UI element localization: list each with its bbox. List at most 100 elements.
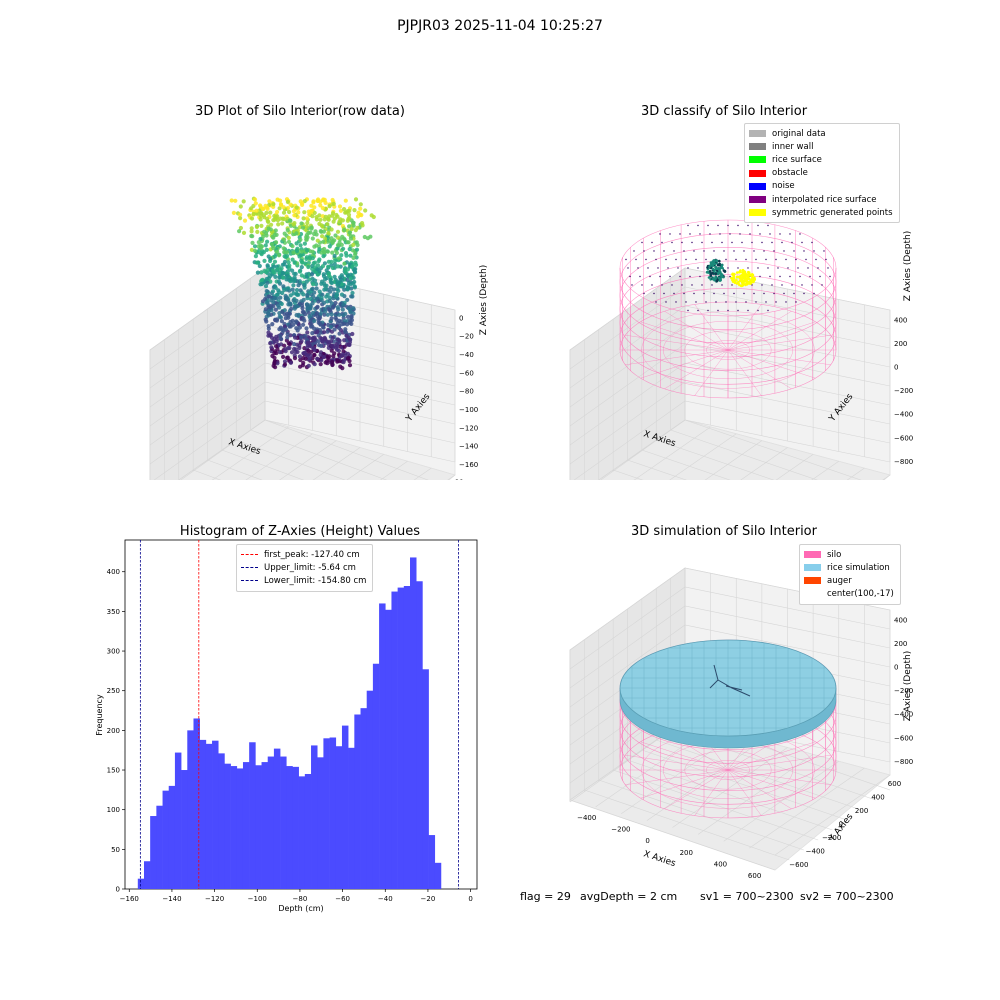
raw-data-point [335, 279, 340, 284]
interpolated-point [757, 309, 759, 312]
interpolated-point [791, 284, 793, 286]
interpolated-point [803, 250, 805, 252]
raw-data-point [329, 312, 334, 317]
raw-data-point [273, 365, 278, 370]
interpolated-point [743, 250, 745, 252]
raw-data-point [272, 259, 278, 264]
histogram-bar [181, 770, 188, 889]
histogram-bar [212, 740, 219, 889]
simulation-legend-item: silo [804, 548, 894, 561]
raw-data-point [332, 327, 337, 332]
raw-data-point [233, 198, 238, 203]
raw-data-point [286, 239, 292, 244]
histogram-legend-label: Lower_limit: -154.80 cm [264, 575, 367, 586]
raw-data-point [263, 317, 268, 322]
raw-data-point [295, 328, 300, 333]
rice-surface-point [709, 273, 713, 277]
rice-surface-point [705, 270, 709, 274]
y-tick-label: 250 [107, 687, 120, 695]
interpolated-point [799, 275, 801, 278]
raw-data-point [292, 356, 298, 361]
raw-data-point [335, 337, 341, 342]
y-tick-label: 50 [111, 846, 120, 854]
interpolated-point [725, 258, 727, 261]
raw-data-point [345, 240, 350, 245]
rice-surface-point [714, 272, 717, 276]
raw-data-point [332, 351, 337, 356]
raw-data-point [311, 282, 316, 287]
interpolated-point [739, 233, 741, 235]
raw-data-point [320, 264, 325, 269]
histogram-legend-item: Upper_limit: -5.64 cm [241, 561, 366, 574]
raw-data-point [272, 351, 277, 356]
raw-data-point [282, 262, 287, 267]
raw-data-point [304, 302, 310, 307]
simulation-ticks: −400−2000200400600−600−400−2000200400600… [577, 616, 913, 880]
raw-z-axis-label: Z Axies (Depth) [479, 265, 489, 336]
raw-data-point [321, 254, 326, 259]
raw-data-point [266, 311, 271, 316]
interpolated-point [677, 267, 679, 269]
raw-data-point [329, 343, 335, 348]
interpolated-point [675, 301, 677, 303]
raw-data-point [241, 230, 247, 235]
raw-data-point [314, 217, 319, 222]
histogram-bar [199, 739, 207, 889]
silo-floor-spoke [727, 349, 816, 379]
silo-floor-spoke [727, 754, 831, 771]
raw-data-point [312, 352, 317, 357]
grid-line [627, 759, 833, 831]
raw-data-point [300, 260, 305, 265]
grid-line [774, 774, 891, 856]
grid-line [641, 749, 847, 821]
raw-data-point [318, 229, 323, 234]
raw-data-point [259, 278, 264, 283]
raw-data-point [315, 329, 320, 334]
raw-data-point [319, 295, 324, 300]
interpolated-point [787, 267, 789, 269]
histogram-legend-line [241, 554, 258, 556]
classify-legend-swatch [749, 130, 766, 138]
raw-data-point [347, 358, 352, 364]
raw-scatter-points [229, 196, 376, 371]
classify-legend-item: interpolated rice surface [749, 193, 893, 206]
raw-data-point [262, 258, 267, 263]
raw-data-point [318, 217, 323, 222]
raw-data-point [354, 247, 360, 252]
interpolated-point [679, 275, 681, 278]
histogram-bar [280, 756, 287, 889]
histogram-bar [174, 752, 182, 889]
interpolated-point [735, 301, 737, 303]
interpolated-point [721, 241, 723, 244]
y-tick-label: 350 [107, 608, 120, 616]
histogram-bar [341, 725, 349, 889]
raw-data-point [292, 221, 297, 226]
raw-data-point [352, 285, 357, 290]
raw-data-point [311, 261, 316, 266]
simulation-plot-title: 3D simulation of Silo Interior [631, 524, 817, 539]
raw-data-point [299, 335, 304, 340]
symmetric-generated-point [737, 282, 740, 285]
raw-data-point [249, 206, 254, 211]
interpolated-point [761, 284, 763, 286]
raw-data-point [334, 292, 339, 297]
silo-floor-spoke [640, 769, 729, 799]
raw-data-point [353, 228, 358, 233]
raw-data-point [299, 249, 304, 254]
raw-data-point [347, 230, 352, 235]
histogram-bar [354, 714, 361, 889]
y-tick-label: 300 [107, 648, 120, 656]
interpolated-point [797, 267, 799, 269]
x-tick-label: −80 [293, 895, 308, 903]
raw-data-point [282, 362, 288, 367]
raw-data-point [306, 264, 311, 270]
raw-data-point [274, 296, 279, 301]
raw-data-point [265, 280, 270, 285]
raw-data-point [301, 360, 306, 365]
interpolated-point [709, 233, 711, 235]
histogram-legend-label: first_peak: -127.40 cm [264, 549, 360, 560]
interpolated-point [769, 275, 771, 278]
raw-data-point [297, 269, 302, 274]
raw-data-point [263, 284, 269, 289]
y-tick-label: 150 [107, 767, 120, 775]
